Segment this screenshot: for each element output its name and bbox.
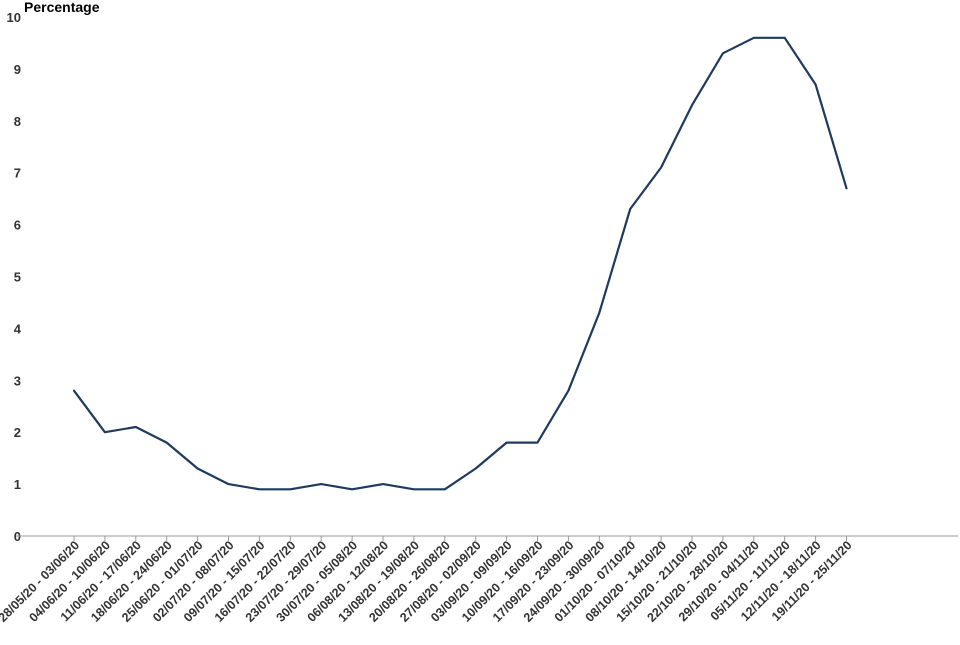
data-point [382, 483, 384, 485]
y-tick-label: 5 [14, 270, 21, 285]
series-group [72, 36, 848, 491]
y-tick-label: 10 [7, 10, 21, 25]
data-point [197, 468, 199, 470]
data-point [166, 442, 168, 444]
data-point [815, 83, 817, 85]
data-point [629, 208, 631, 210]
data-point [320, 483, 322, 485]
y-tick-label: 8 [14, 114, 21, 129]
data-point [289, 488, 291, 490]
data-point [691, 104, 693, 106]
data-point [73, 390, 75, 392]
data-point [660, 167, 662, 169]
data-point [351, 488, 353, 490]
y-tick-label: 3 [14, 373, 21, 388]
data-point [784, 37, 786, 39]
data-point [228, 483, 230, 485]
data-point [722, 52, 724, 54]
data-point [506, 442, 508, 444]
y-axis-ticks: 012345678910 [7, 10, 22, 544]
y-tick-label: 6 [14, 218, 21, 233]
y-tick-label: 1 [14, 477, 21, 492]
data-point [846, 187, 848, 189]
y-tick-label: 7 [14, 166, 21, 181]
data-point [475, 468, 477, 470]
data-point [104, 431, 106, 433]
data-point [598, 312, 600, 314]
y-tick-label: 2 [14, 425, 21, 440]
data-point [567, 390, 569, 392]
data-point [258, 488, 260, 490]
data-point [413, 488, 415, 490]
y-tick-label: 4 [14, 321, 22, 336]
data-point [753, 37, 755, 39]
data-point [444, 488, 446, 490]
data-point [537, 442, 539, 444]
y-axis-label: Percentage [24, 0, 100, 15]
y-tick-label: 9 [14, 62, 21, 77]
data-point [135, 426, 137, 428]
series-line [72, 36, 848, 491]
